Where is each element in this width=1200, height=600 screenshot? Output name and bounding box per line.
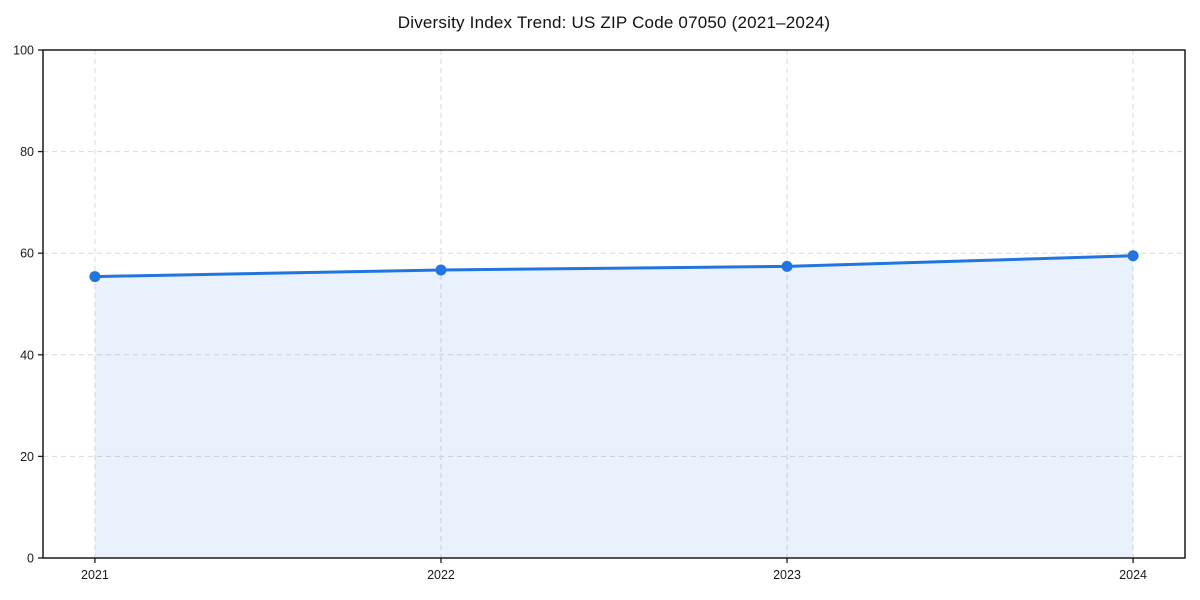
x-tick-label: 2023 xyxy=(773,568,801,582)
plot-border xyxy=(42,49,1186,559)
y-tick-label: 20 xyxy=(20,450,34,464)
chart-title: Diversity Index Trend: US ZIP Code 07050… xyxy=(397,13,831,32)
x-tick-label: 2024 xyxy=(1119,568,1147,582)
x-tick-label: 2022 xyxy=(427,568,455,582)
y-tick-label: 40 xyxy=(20,348,34,362)
y-tick-label: 100 xyxy=(13,44,34,58)
y-tick-label: 0 xyxy=(27,552,34,566)
data-point-2022 xyxy=(435,264,447,276)
y-tick-label: 60 xyxy=(20,247,34,261)
x-tick-label: 2021 xyxy=(81,568,109,582)
data-point-2021 xyxy=(89,271,101,283)
data-point-2024 xyxy=(1127,250,1139,262)
data-point-2023 xyxy=(781,260,793,272)
y-tick-label: 80 xyxy=(20,145,34,159)
series-line xyxy=(93,254,1135,279)
series-area-fill xyxy=(94,255,1134,559)
